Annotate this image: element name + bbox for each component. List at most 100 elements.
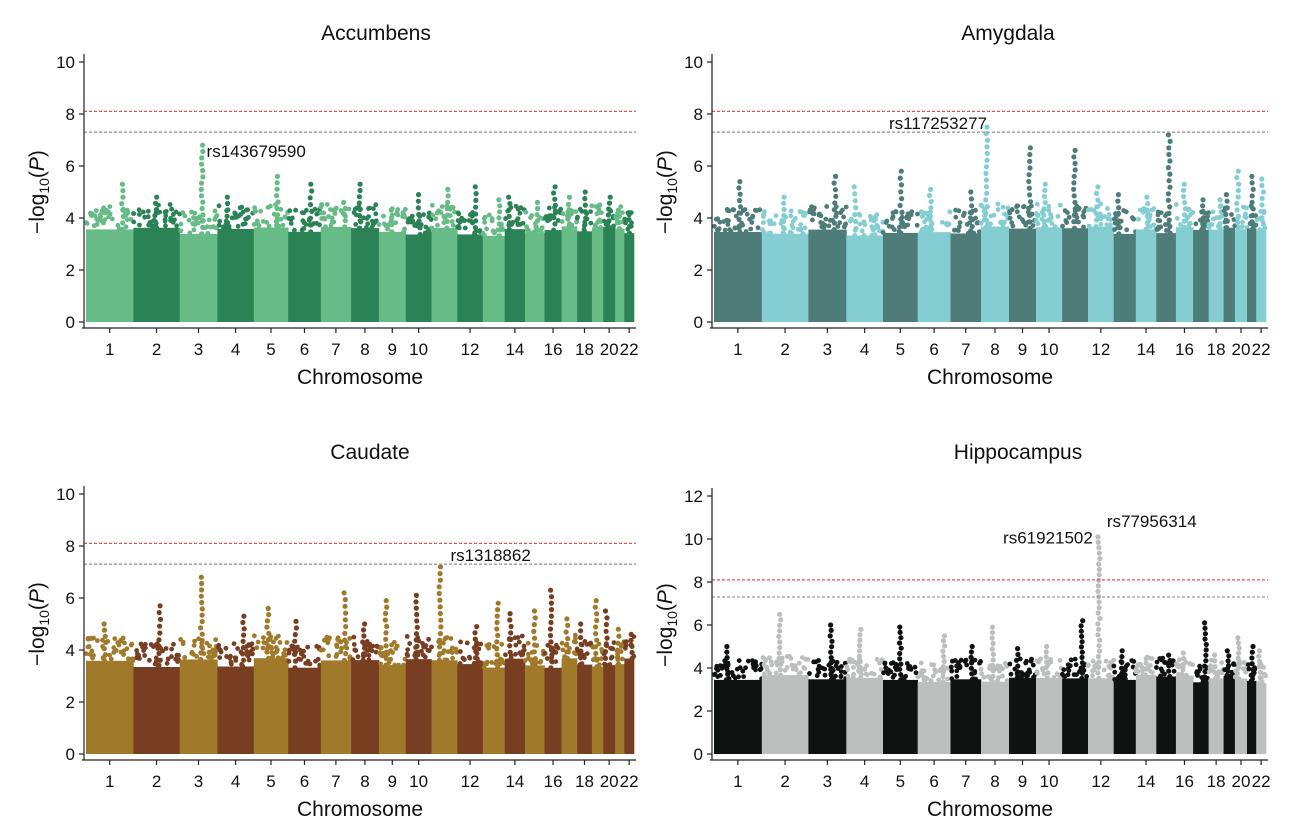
snp-point <box>533 224 539 230</box>
snp-point <box>473 197 479 203</box>
snp-point <box>1015 646 1021 652</box>
chromosome-band-15 <box>525 665 545 754</box>
snp-point <box>957 663 963 669</box>
snp-point <box>968 189 974 195</box>
snp-point <box>845 667 851 673</box>
snp-point <box>898 182 905 188</box>
snp-point <box>984 190 990 196</box>
snp-point <box>1055 214 1061 219</box>
snp-point <box>1112 677 1118 682</box>
snp-point <box>284 640 290 645</box>
snp-point <box>265 637 271 643</box>
snp-point <box>843 204 849 210</box>
snp-point <box>417 231 423 238</box>
snp-point <box>881 670 886 676</box>
snp-point <box>1027 165 1033 171</box>
snp-point <box>781 194 787 200</box>
snp-point <box>228 653 233 659</box>
snp-point <box>199 606 205 612</box>
snp-point <box>1019 673 1025 679</box>
snp-point <box>564 655 571 662</box>
snp-point <box>394 643 400 649</box>
snp-point <box>437 604 443 610</box>
snp-point <box>526 227 531 233</box>
snp-point <box>191 227 197 233</box>
snp-point <box>409 213 415 219</box>
snp-point <box>1149 656 1155 661</box>
snp-point <box>1041 224 1047 230</box>
snp-point <box>548 594 555 600</box>
snp-point <box>261 640 267 645</box>
snp-point <box>1250 643 1256 650</box>
snp-point <box>288 221 294 226</box>
snp-point <box>320 647 326 653</box>
chromosome-band-15 <box>1156 676 1177 754</box>
snp-point <box>283 214 288 220</box>
snp-point <box>198 186 204 193</box>
snp-point <box>367 205 372 211</box>
snp-point <box>437 651 443 657</box>
snp-point <box>472 661 478 667</box>
snp-point <box>1235 213 1242 219</box>
snp-point <box>605 224 612 230</box>
snp-point <box>342 617 348 623</box>
snp-point <box>341 212 347 218</box>
snp-point <box>278 207 284 212</box>
snp-point <box>828 627 834 634</box>
snp-point <box>1202 625 1208 631</box>
snp-point <box>187 230 193 236</box>
snp-point <box>343 644 349 650</box>
snp-point <box>381 213 386 219</box>
snp-point <box>815 666 821 672</box>
snp-point <box>333 654 339 659</box>
snp-point <box>853 225 859 232</box>
snp-point <box>1235 655 1241 661</box>
snp-point <box>499 641 505 647</box>
snp-point <box>777 622 783 628</box>
snp-point <box>1224 225 1230 231</box>
snp-point <box>952 658 958 663</box>
snp-point <box>548 613 555 619</box>
x-tick-label: 6 <box>300 772 309 791</box>
snp-point <box>278 216 284 222</box>
snp-point <box>383 656 389 662</box>
snp-point <box>292 638 298 644</box>
snp-point <box>582 655 587 661</box>
snp-point <box>413 605 419 611</box>
snp-point <box>1057 202 1063 208</box>
snp-point <box>426 214 432 220</box>
snp-point <box>1167 657 1173 664</box>
snp-point <box>1166 663 1172 669</box>
snp-point <box>1167 158 1173 164</box>
snp-point <box>603 621 610 628</box>
snp-point <box>289 643 295 649</box>
snp-point <box>393 220 399 226</box>
snp-point <box>1236 650 1242 656</box>
snp-point <box>559 640 565 646</box>
snp-point <box>801 665 807 670</box>
snp-point <box>182 655 188 660</box>
chromosome-band-16 <box>1175 227 1194 322</box>
chromosome-band-15 <box>525 233 545 322</box>
snp-point <box>273 645 279 650</box>
snp-point <box>573 209 579 215</box>
x-tick-label: 22 <box>620 772 639 791</box>
snp-point <box>781 200 787 206</box>
snp-point <box>1257 658 1263 665</box>
snp-point <box>1000 204 1006 210</box>
snp-point <box>1248 672 1254 678</box>
snp-point <box>947 209 953 215</box>
snp-point <box>798 222 803 227</box>
snp-point <box>506 213 512 219</box>
snp-point <box>864 663 869 669</box>
snp-point <box>878 667 884 672</box>
snp-point <box>828 622 834 628</box>
snp-point <box>788 208 794 214</box>
snp-point <box>868 217 874 223</box>
snp-point <box>102 210 108 216</box>
snp-point <box>593 624 599 630</box>
snp-point <box>970 230 976 237</box>
x-tick-label: 22 <box>620 340 639 359</box>
snp-point <box>519 652 524 658</box>
